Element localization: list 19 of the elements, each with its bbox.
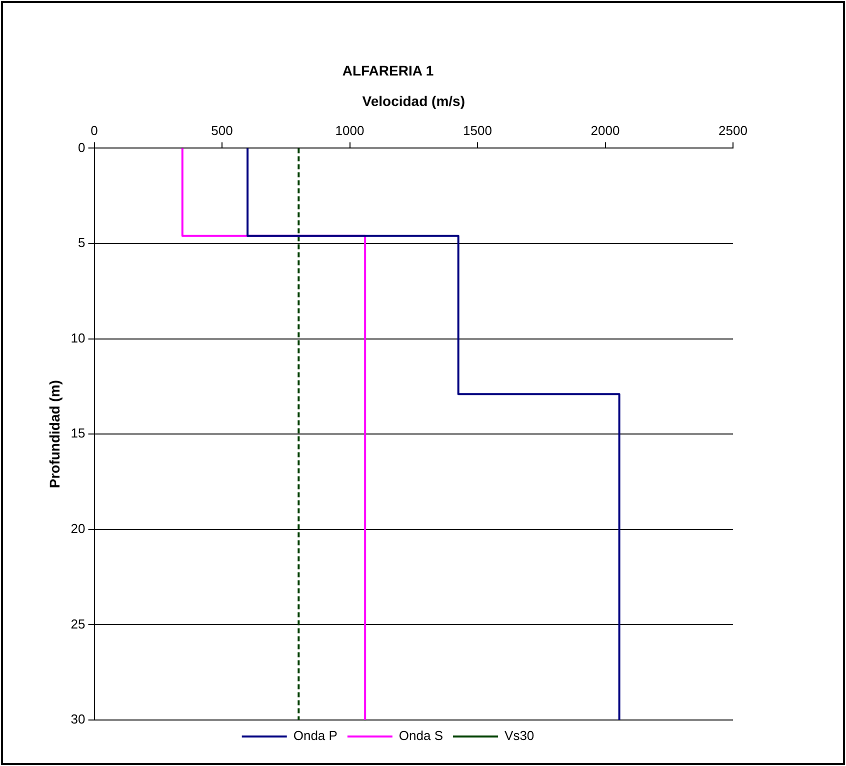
legend-label: Vs30: [504, 728, 534, 744]
legend-label: Onda S: [398, 728, 444, 744]
y-tick-label: 10: [70, 330, 86, 346]
x-tick-label: 2000: [590, 122, 620, 138]
x-tick-label: 1500: [463, 122, 492, 138]
x-axis-title: Velocidad (m/s): [362, 93, 465, 110]
y-tick-label: 30: [70, 712, 86, 727]
y-tick-label: 25: [70, 616, 86, 632]
y-tick-label: 15: [70, 426, 86, 441]
y-tick-label: 20: [70, 520, 86, 536]
legend-label: Onda P: [293, 728, 338, 744]
x-tick-label: 2500: [718, 122, 748, 138]
x-tick-label: 1000: [335, 122, 364, 138]
x-tick-label: 500: [211, 122, 233, 138]
y-tick-label: 5: [78, 235, 86, 250]
x-tick-label: 0: [90, 122, 98, 138]
chart-title: ALFARERIA 1: [342, 62, 434, 78]
y-axis-title: Profundidad (m): [46, 380, 62, 488]
y-tick-label: 0: [78, 140, 86, 155]
